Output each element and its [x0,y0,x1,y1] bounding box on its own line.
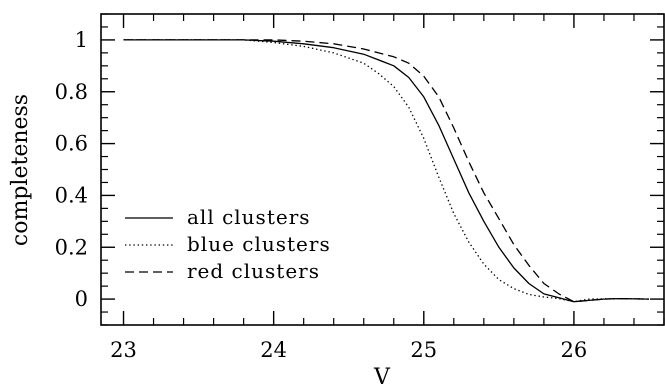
plot-frame [100,13,665,326]
x-tick-label: 26 [561,338,588,362]
y-tick-label: 0.8 [55,80,88,104]
major-ticks [101,14,664,325]
legend-label: red clusters [187,259,320,283]
y-tick-label: 0.6 [55,132,88,156]
y-axis-label: completeness [8,94,33,246]
x-tick-label: 25 [410,338,437,362]
x-axis-label: V [373,365,391,386]
y-tick-label: 0.4 [55,183,88,207]
x-tick-label: 23 [110,338,137,362]
y-tick-label: 0.2 [55,235,88,259]
series-lines [123,39,650,303]
tick-labels: 23 24 25 26 0 0.2 0.4 0.6 0.8 1 [55,28,588,362]
minor-ticks [101,13,665,326]
x-tick-label: 24 [260,338,287,362]
legend-label: all clusters [187,205,311,229]
y-tick-label: 1 [75,28,88,52]
legend: all clusters blue clusters red clusters [125,205,331,283]
legend-label: blue clusters [187,232,331,256]
y-tick-label: 0 [75,287,88,311]
series-line-dashed [123,39,650,303]
